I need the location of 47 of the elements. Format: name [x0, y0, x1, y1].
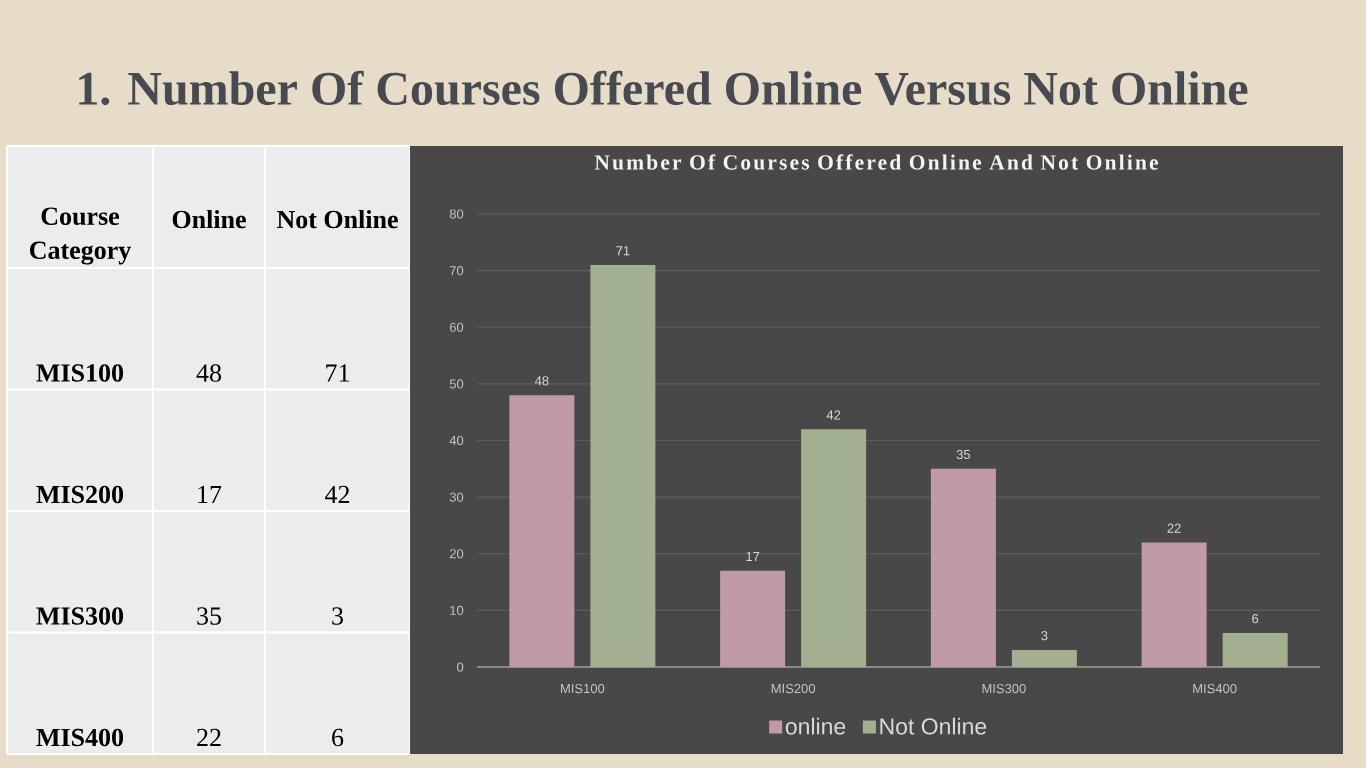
data-label: 17 [198, 485, 222, 504]
y-tick-label: 0 [457, 662, 464, 672]
data-label: 48 [534, 376, 549, 386]
data-label: 42 [826, 410, 841, 420]
bar [590, 264, 656, 668]
y-tick-label: MIS200 [36, 485, 124, 504]
x-tick-label: MIS400 [1193, 683, 1237, 694]
bar [1141, 542, 1207, 668]
y-tick-label: 20 [449, 549, 464, 559]
y-tick-label: 70 [449, 266, 464, 276]
y-tick-label: MIS100 [36, 364, 124, 382]
data-label: 22 [1167, 523, 1181, 533]
data-label: 42 [325, 485, 350, 504]
data-label: 71 [616, 246, 630, 256]
bar [1222, 633, 1288, 668]
y-tick-label: MIS300 [36, 607, 124, 625]
y-tick-label: 40 [449, 435, 464, 446]
bar [930, 468, 996, 668]
legend-label: Not Online [880, 717, 987, 735]
y-tick-label: 60 [449, 322, 464, 332]
y-tick-label: 50 [449, 379, 464, 389]
data-label: 17 [746, 552, 760, 561]
data-label: 35 [956, 449, 971, 460]
y-tick-label: 30 [449, 492, 464, 502]
data-label: 35 [197, 607, 221, 625]
bar [1011, 650, 1077, 668]
x-tick-label: MIS100 [561, 683, 605, 694]
bar [720, 570, 786, 668]
data-label: 48 [196, 364, 222, 382]
y-tick-label: 10 [450, 605, 464, 615]
bar [509, 395, 575, 668]
data-label: 3 [332, 607, 343, 625]
text: 1. Number Of Courses Offered Online Versus Not Online [79, 70, 1248, 106]
data-label: 3 [1041, 631, 1048, 641]
chart-title: Number Of Courses Offered Online And Not Online [594, 154, 1159, 170]
y-tick-label: 80 [449, 209, 464, 219]
bar [801, 429, 867, 668]
data-label: 22 [197, 728, 221, 747]
x-tick-label: Online [172, 209, 246, 229]
data-label: 6 [332, 728, 344, 747]
x-tick-label: MIS300 [982, 683, 1026, 694]
data-label: 6 [1252, 614, 1259, 624]
x-tick-label: MIS200 [771, 683, 816, 694]
legend-label: online [785, 717, 846, 735]
data-label: 71 [326, 364, 349, 382]
y-axis-title: Course Category [30, 207, 131, 265]
y-tick-label: MIS400 [36, 728, 124, 747]
